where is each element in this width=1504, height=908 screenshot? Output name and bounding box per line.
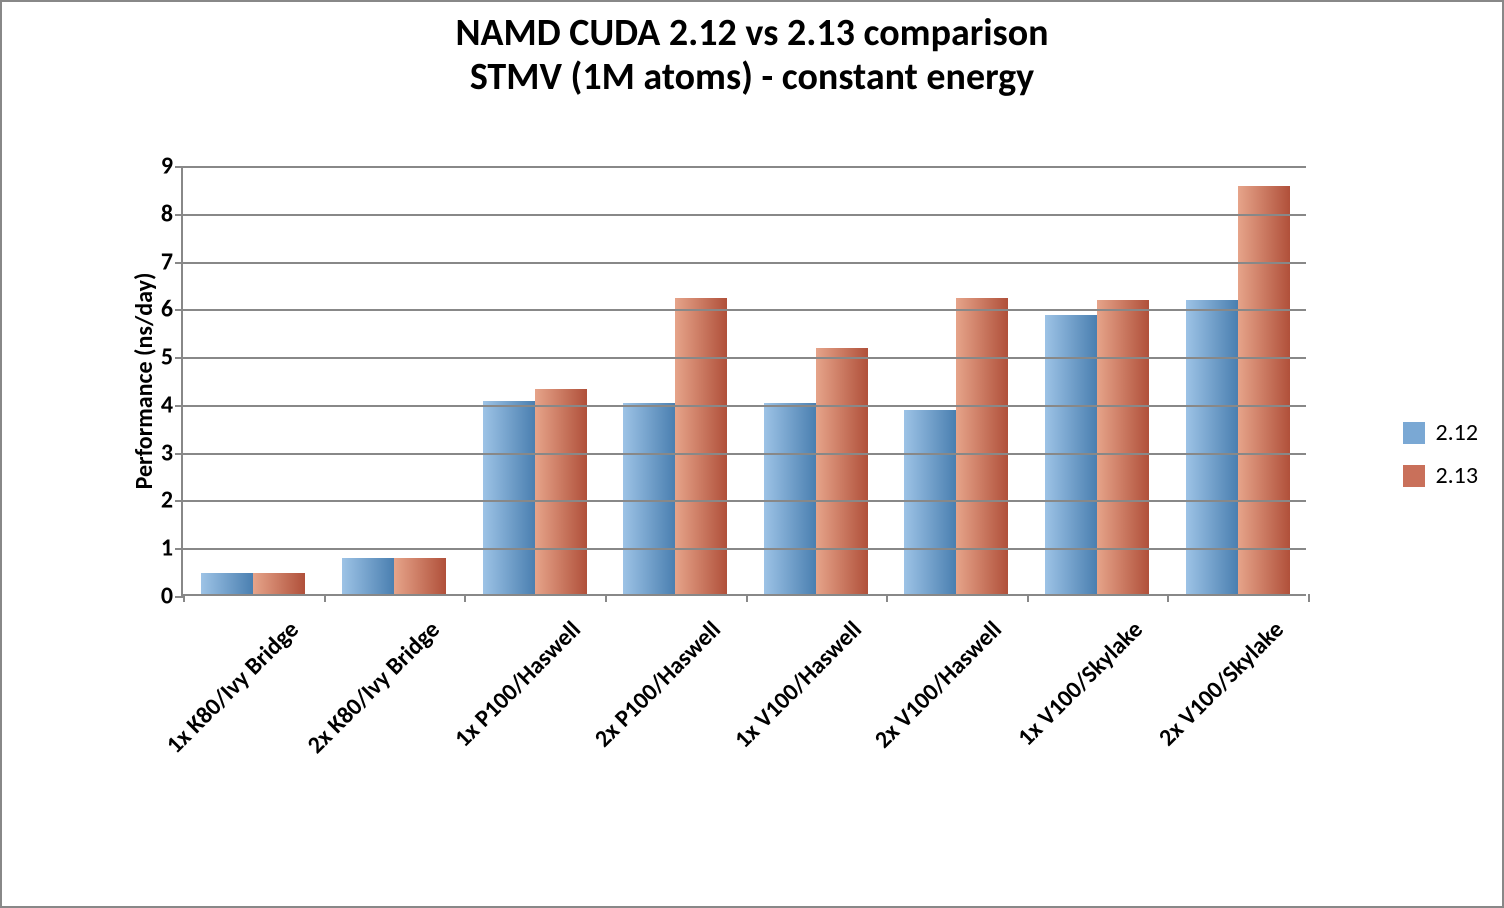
x-tick-mark: [1027, 594, 1029, 602]
y-tick-label: 8: [161, 199, 173, 228]
chart-container: NAMD CUDA 2.12 vs 2.13 comparison STMV (…: [0, 0, 1504, 908]
bar: [535, 389, 587, 594]
y-tick-mark: [175, 262, 183, 264]
x-tick-mark: [1308, 594, 1310, 602]
x-tick-mark: [464, 594, 466, 602]
x-tick-mark: [886, 594, 888, 602]
x-category-label: 1x P100/Haswell: [427, 594, 586, 753]
chart-title: NAMD CUDA 2.12 vs 2.13 comparison STMV (…: [6, 12, 1498, 99]
gridline: [183, 357, 1306, 359]
gridline: [183, 214, 1306, 216]
legend-label-0: 2.12: [1435, 418, 1478, 447]
y-tick-label: 5: [161, 343, 173, 372]
y-tick-label: 9: [161, 152, 173, 181]
y-tick-label: 0: [161, 582, 173, 611]
bar: [483, 401, 535, 595]
y-tick-mark: [175, 548, 183, 550]
legend-item-1: 2.13: [1403, 461, 1478, 490]
gridline: [183, 548, 1306, 550]
y-tick-mark: [175, 405, 183, 407]
x-tick-mark: [1167, 594, 1169, 602]
x-tick-mark: [183, 594, 185, 602]
chart-title-line1: NAMD CUDA 2.12 vs 2.13 comparison: [6, 12, 1498, 56]
x-tick-mark: [324, 594, 326, 602]
x-category-label: 2x V100/Skylake: [1131, 594, 1289, 752]
bar: [394, 558, 446, 594]
plot-area: 01234567891x K80/Ivy Bridge2x K80/Ivy Br…: [181, 166, 1306, 596]
y-tick-mark: [175, 214, 183, 216]
y-tick-mark: [175, 309, 183, 311]
bars-layer: [183, 166, 1306, 594]
y-tick-mark: [175, 166, 183, 168]
gridline: [183, 405, 1306, 407]
gridline: [183, 309, 1306, 311]
x-category-label: 1x V100/Haswell: [707, 594, 867, 754]
bar: [764, 403, 816, 594]
y-tick-mark: [175, 500, 183, 502]
bar: [1238, 186, 1290, 595]
y-tick-label: 4: [161, 390, 173, 419]
y-tick-mark: [175, 453, 183, 455]
x-category-label: 2x P100/Haswell: [568, 594, 727, 753]
chart-title-line2: STMV (1M atoms) - constant energy: [6, 56, 1498, 100]
y-tick-label: 6: [161, 295, 173, 324]
gridline: [183, 166, 1306, 168]
y-tick-label: 3: [161, 438, 173, 467]
y-tick-label: 2: [161, 486, 173, 515]
y-tick-mark: [175, 596, 183, 598]
x-category-label: 1x V100/Skylake: [991, 594, 1149, 752]
bar: [342, 558, 394, 594]
y-tick-label: 1: [161, 534, 173, 563]
plot-wrap: Performance (ns/day) 01234567891x K80/Iv…: [126, 166, 1306, 596]
x-category-label: 2x V100/Haswell: [848, 594, 1008, 754]
legend-swatch-icon: [1403, 465, 1425, 487]
bar: [253, 573, 305, 595]
gridline: [183, 500, 1306, 502]
gridline: [183, 453, 1306, 455]
x-category-label: 2x K80/Ivy Bridge: [280, 594, 446, 760]
legend-label-1: 2.13: [1435, 461, 1478, 490]
gridline: [183, 262, 1306, 264]
y-tick-label: 7: [161, 247, 173, 276]
legend: 2.12 2.13: [1403, 404, 1478, 504]
chart-inner: NAMD CUDA 2.12 vs 2.13 comparison STMV (…: [6, 6, 1498, 902]
x-category-label: 1x K80/Ivy Bridge: [140, 594, 306, 760]
bar: [816, 348, 868, 594]
legend-swatch-icon: [1403, 422, 1425, 444]
y-axis-label: Performance (ns/day): [130, 273, 159, 490]
x-tick-mark: [605, 594, 607, 602]
bar: [201, 573, 253, 595]
x-tick-mark: [746, 594, 748, 602]
bar: [623, 403, 675, 594]
y-tick-mark: [175, 357, 183, 359]
legend-item-0: 2.12: [1403, 418, 1478, 447]
